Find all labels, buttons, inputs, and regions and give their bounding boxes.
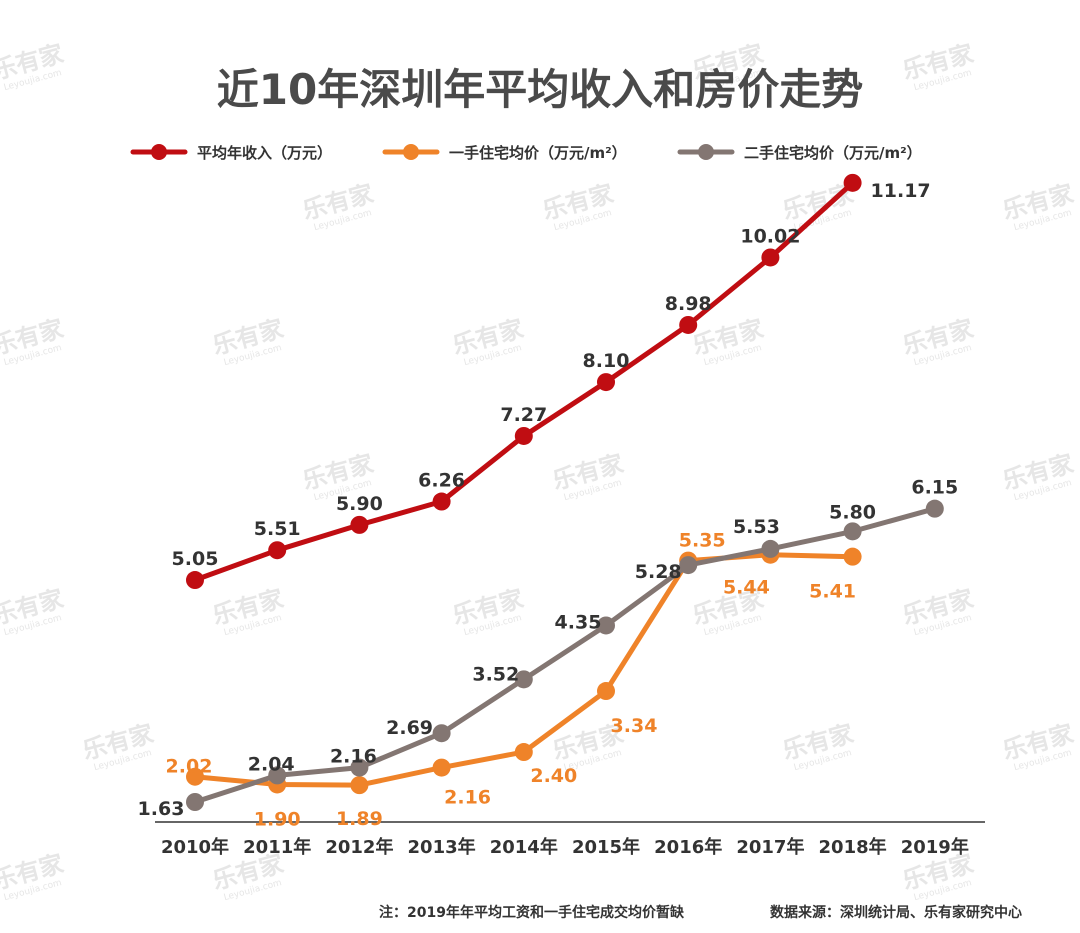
data-label: 2.16 (330, 746, 377, 768)
data-point (350, 515, 369, 534)
x-axis-ticks: 2010年 2011年 2012年 2013年 2014年 2015年 2016年 2017年… (161, 836, 969, 858)
series-layer: 5.05 5.51 5.90 6.26 7.27 8.10 8.98 10.02 11.17 2.… (138, 173, 959, 830)
legend-entry: 一手住宅均价（万元/m²） (449, 144, 627, 162)
data-point (350, 758, 369, 777)
data-label: 5.53 (733, 516, 780, 538)
data-label: 7.27 (500, 404, 547, 426)
data-label: 6.26 (418, 470, 465, 492)
x-tick-label: 2010年 (161, 836, 229, 858)
series-group: 1.63 2.04 2.16 2.69 3.52 4.35 5.28 5.53 5.80 6.15 (138, 477, 959, 820)
data-point (350, 776, 369, 795)
data-label: 5.28 (635, 561, 682, 583)
data-point (186, 571, 204, 590)
data-point (186, 793, 204, 811)
data-label: 5.90 (336, 493, 383, 515)
data-point (186, 767, 204, 786)
data-label: 2.40 (530, 765, 577, 787)
data-point (432, 758, 451, 777)
x-tick-label: 2018年 (819, 836, 887, 858)
data-point (843, 522, 862, 541)
legend-swatch-marker (403, 144, 419, 160)
data-label: 11.17 (871, 180, 931, 202)
data-point (597, 616, 615, 635)
data-point (925, 499, 944, 518)
x-tick-label: 2011年 (243, 836, 311, 858)
legend-swatch-marker (151, 144, 167, 160)
data-point (432, 724, 451, 743)
x-tick-label: 2013年 (408, 836, 476, 858)
footnote: 注：2019年年平均工资和一手住宅成交均价暂缺 (379, 904, 685, 921)
data-label: 2.02 (166, 756, 213, 778)
data-label: 6.15 (911, 477, 958, 499)
data-point (268, 766, 287, 785)
data-point (761, 248, 780, 267)
data-label: 5.41 (809, 581, 856, 603)
series-group: 2.02 1.90 1.89 2.16 2.40 3.34 5.35 5.44 5.41 (166, 530, 862, 830)
data-point (514, 426, 533, 445)
data-source: 数据来源：深圳统计局、乐有家研究中心 (770, 904, 1022, 921)
data-point (514, 670, 533, 689)
data-label: 1.89 (336, 808, 383, 830)
data-point (843, 173, 862, 192)
data-point (432, 492, 451, 511)
x-tick-label: 2012年 (325, 836, 393, 858)
x-tick-label: 2017年 (736, 836, 804, 858)
data-label: 5.35 (679, 530, 726, 552)
x-tick-label: 2014年 (490, 836, 558, 858)
series-line (192, 506, 938, 805)
data-label: 5.51 (254, 518, 301, 540)
legend-entry: 二手住宅均价（万元/m²） (744, 144, 922, 162)
data-label: 1.63 (138, 798, 185, 820)
data-point (679, 315, 698, 334)
legend: 平均年收入（万元） 一手住宅均价（万元/m²） 二手住宅均价（万元/m²） (130, 144, 922, 162)
data-point (843, 547, 862, 566)
data-label: 5.80 (829, 501, 876, 523)
data-label: 4.35 (555, 611, 602, 633)
data-label: 2.16 (444, 787, 491, 809)
data-point (679, 556, 698, 575)
data-point (597, 682, 615, 701)
data-point (761, 539, 780, 558)
chart-title: 近10年深圳年平均收入和房价走势 (217, 65, 863, 114)
data-point (597, 373, 615, 392)
x-tick-label: 2015年 (572, 836, 640, 858)
data-label: 8.98 (665, 293, 712, 315)
data-label: 3.34 (611, 715, 658, 737)
data-point (268, 541, 287, 560)
data-label: 2.04 (248, 753, 295, 775)
x-tick-label: 2019年 (901, 836, 969, 858)
data-label: 5.44 (723, 577, 770, 599)
data-label: 10.02 (740, 225, 800, 247)
legend-entry: 平均年收入（万元） (197, 144, 332, 162)
data-label: 1.90 (254, 808, 301, 830)
data-label: 2.69 (386, 717, 433, 739)
data-label: 5.05 (172, 548, 219, 570)
legend-swatch-marker (698, 144, 714, 160)
x-tick-label: 2016年 (654, 836, 722, 858)
data-label: 3.52 (472, 663, 519, 685)
data-point (514, 743, 533, 762)
series-group: 5.05 5.51 5.90 6.26 7.27 8.10 8.98 10.02 11.17 (172, 173, 931, 590)
data-label: 8.10 (583, 350, 630, 372)
